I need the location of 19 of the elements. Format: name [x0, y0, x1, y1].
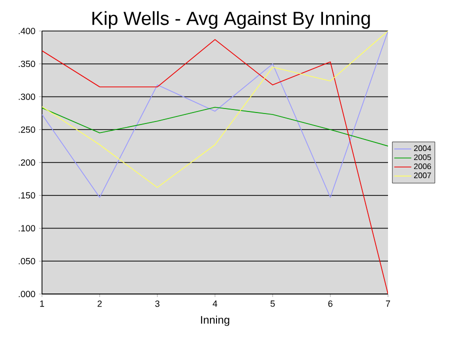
y-tick-label: .050: [18, 258, 36, 264]
chart-title: Kip Wells - Avg Against By Inning: [92, 11, 370, 29]
x-axis-title: Inning: [201, 316, 230, 326]
x-tick-label: 3: [155, 300, 160, 307]
x-tick-label: 6: [328, 300, 332, 307]
y-tick-label: .200: [18, 159, 36, 166]
y-tick-label: .100: [18, 225, 36, 232]
y-tick-label: .150: [18, 192, 36, 199]
y-tick-label: .000: [18, 290, 36, 298]
y-tick-label: .300: [18, 94, 36, 100]
y-tick-label: .350: [18, 60, 36, 68]
x-tick-label: 2: [98, 300, 102, 307]
x-tick-label: 5: [270, 300, 275, 307]
line-series: [42, 106, 388, 146]
x-tick-label: 4: [212, 300, 218, 307]
x-tick-label: 1: [40, 300, 44, 307]
x-tick-label: 7: [386, 300, 390, 307]
y-tick-label: .250: [18, 126, 36, 133]
y-tick-label: .400: [18, 28, 36, 34]
